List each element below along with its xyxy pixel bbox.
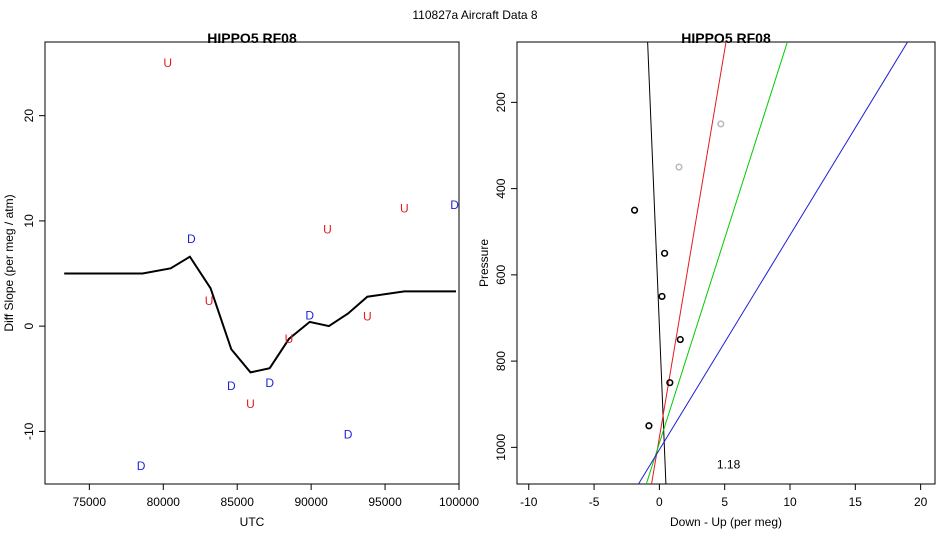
fit-lines — [638, 42, 908, 484]
left-x-tick-label: 95000 — [368, 495, 402, 509]
right-x-tick-label: -10 — [520, 495, 538, 509]
right-panel: HIPPO5 RF08 -10 -5 0 5 10 15 20 20040060080010… — [477, 30, 936, 529]
up-point: U — [205, 294, 214, 308]
right-x-tick-label: 15 — [849, 495, 863, 509]
down-point: D — [450, 198, 459, 212]
down-point: D — [137, 459, 146, 473]
down-point: D — [265, 376, 274, 390]
up-point: U — [363, 310, 372, 324]
down-point: D — [187, 232, 196, 246]
right-x-tick-label: 10 — [783, 495, 797, 509]
down-point: D — [305, 309, 314, 323]
up-point: U — [323, 222, 332, 236]
pressure-point — [717, 120, 725, 128]
left-plot-title: HIPPO5 RF08 — [207, 30, 297, 46]
right-y-axis-label: Pressure — [477, 239, 491, 287]
left-x-tick-label: 75000 — [73, 495, 107, 509]
pressure-point — [666, 379, 674, 387]
fit-line — [647, 42, 667, 484]
left-x-tick-label: 85000 — [221, 495, 255, 509]
smoothed-slope-line — [64, 255, 456, 374]
right-y-tick-label: 200 — [494, 92, 508, 112]
left-plot-frame — [44, 41, 460, 485]
right-x-tick-label: 20 — [914, 495, 928, 509]
up-point: U — [163, 56, 172, 70]
right-y-axis: 200 400 600 800 1000 — [494, 92, 517, 461]
fit-line — [645, 42, 788, 484]
right-x-axis-label: Down - Up (per meg) — [670, 515, 782, 529]
left-y-axis: -10 0 10 20 — [22, 109, 45, 440]
right-y-tick-label: 600 — [494, 265, 508, 285]
left-x-tick-label: 100000 — [439, 495, 479, 509]
slope-annotation: 1.18 — [717, 458, 741, 472]
pressure-point — [676, 335, 684, 344]
down-point: D — [227, 379, 236, 393]
up-point: U — [246, 397, 255, 411]
left-x-tick-label: 80000 — [147, 495, 181, 509]
fit-line — [638, 42, 908, 484]
left-y-tick-label: 10 — [22, 214, 36, 228]
left-y-tick-label: 0 — [22, 322, 36, 329]
right-y-tick-label: 1000 — [494, 434, 508, 461]
left-y-axis-label: Diff Slope (per meg / atm) — [2, 194, 16, 331]
down-point: D — [344, 428, 353, 442]
right-x-tick-label: 0 — [656, 495, 663, 509]
pressure-point — [658, 292, 666, 301]
left-x-axis: 75000 80000 85000 90000 95000 100000 — [73, 484, 479, 509]
left-x-tick-label: 90000 — [294, 495, 328, 509]
right-plot-frame — [516, 41, 936, 485]
pressure-point — [661, 249, 669, 257]
pressure-point — [630, 206, 639, 214]
fit-line — [651, 42, 727, 484]
right-y-tick-label: 400 — [494, 178, 508, 198]
left-y-tick-label: 20 — [22, 109, 36, 123]
left-y-tick-label: -10 — [22, 422, 36, 440]
right-x-tick-label: -5 — [589, 495, 600, 509]
right-y-tick-label: 800 — [494, 351, 508, 371]
left-panel: HIPPO5 RF08 75000 80000 85000 90000 95000 100… — [2, 30, 479, 529]
right-x-axis: -10 -5 0 5 10 15 20 — [520, 484, 928, 509]
left-x-axis-label: UTC — [240, 515, 265, 529]
pressure-point — [645, 422, 653, 430]
right-x-tick-label: 5 — [721, 495, 728, 509]
pressure-point — [675, 163, 683, 171]
figure-title: 110827a Aircraft Data 8 — [412, 8, 538, 22]
up-point: U — [285, 332, 294, 346]
up-point: U — [400, 201, 409, 215]
right-plot-data: 1.18 — [630, 42, 908, 484]
